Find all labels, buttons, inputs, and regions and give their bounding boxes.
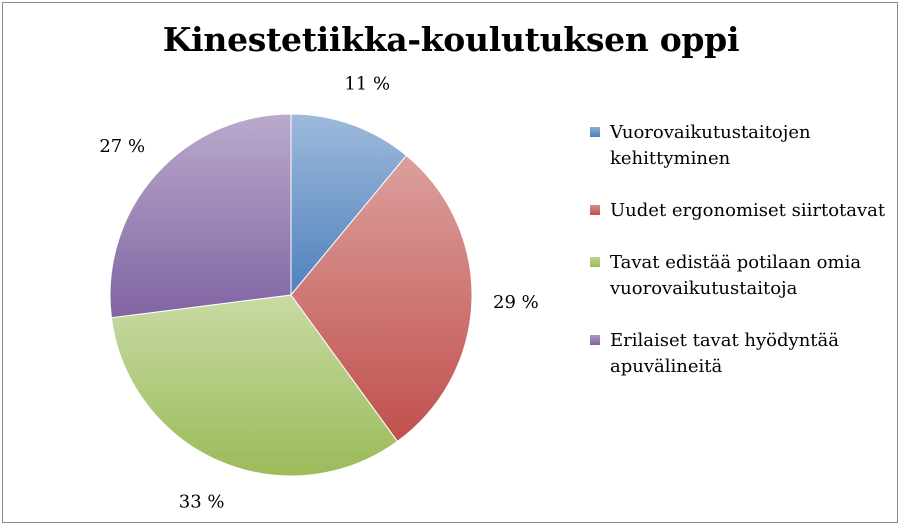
pie-slice [110, 294, 399, 477]
pie-slice [290, 113, 408, 297]
legend-item: Vuorovaikutustaitojen kehittyminen [590, 120, 890, 172]
chart-title: Kinestetiikka-koulutuksen oppi [162, 20, 740, 59]
data-label: 29 % [493, 292, 539, 313]
data-label: 11 % [344, 73, 390, 94]
legend: Vuorovaikutustaitojen kehittyminen Uudet… [590, 120, 890, 406]
legend-label: Erilaiset tavat hyödyntää apuvälineitä [610, 330, 839, 377]
pie-slice [290, 154, 473, 443]
legend-item: Uudet ergonomiset siirtotavat [590, 198, 890, 224]
legend-label: Tavat edistää potilaan omia vuorovaikutu… [610, 252, 862, 299]
legend-label: Vuorovaikutustaitojen kehittyminen [610, 122, 811, 169]
data-label: 33 % [179, 491, 225, 512]
data-label: 27 % [99, 136, 145, 157]
legend-swatch [590, 127, 600, 137]
legend-item: Tavat edistää potilaan omia vuorovaikutu… [590, 250, 890, 302]
legend-swatch [590, 257, 600, 267]
legend-item: Erilaiset tavat hyödyntää apuvälineitä [590, 328, 890, 380]
pie-slice [109, 113, 292, 319]
legend-swatch [590, 335, 600, 345]
legend-swatch [590, 205, 600, 215]
legend-label: Uudet ergonomiset siirtotavat [610, 200, 886, 221]
